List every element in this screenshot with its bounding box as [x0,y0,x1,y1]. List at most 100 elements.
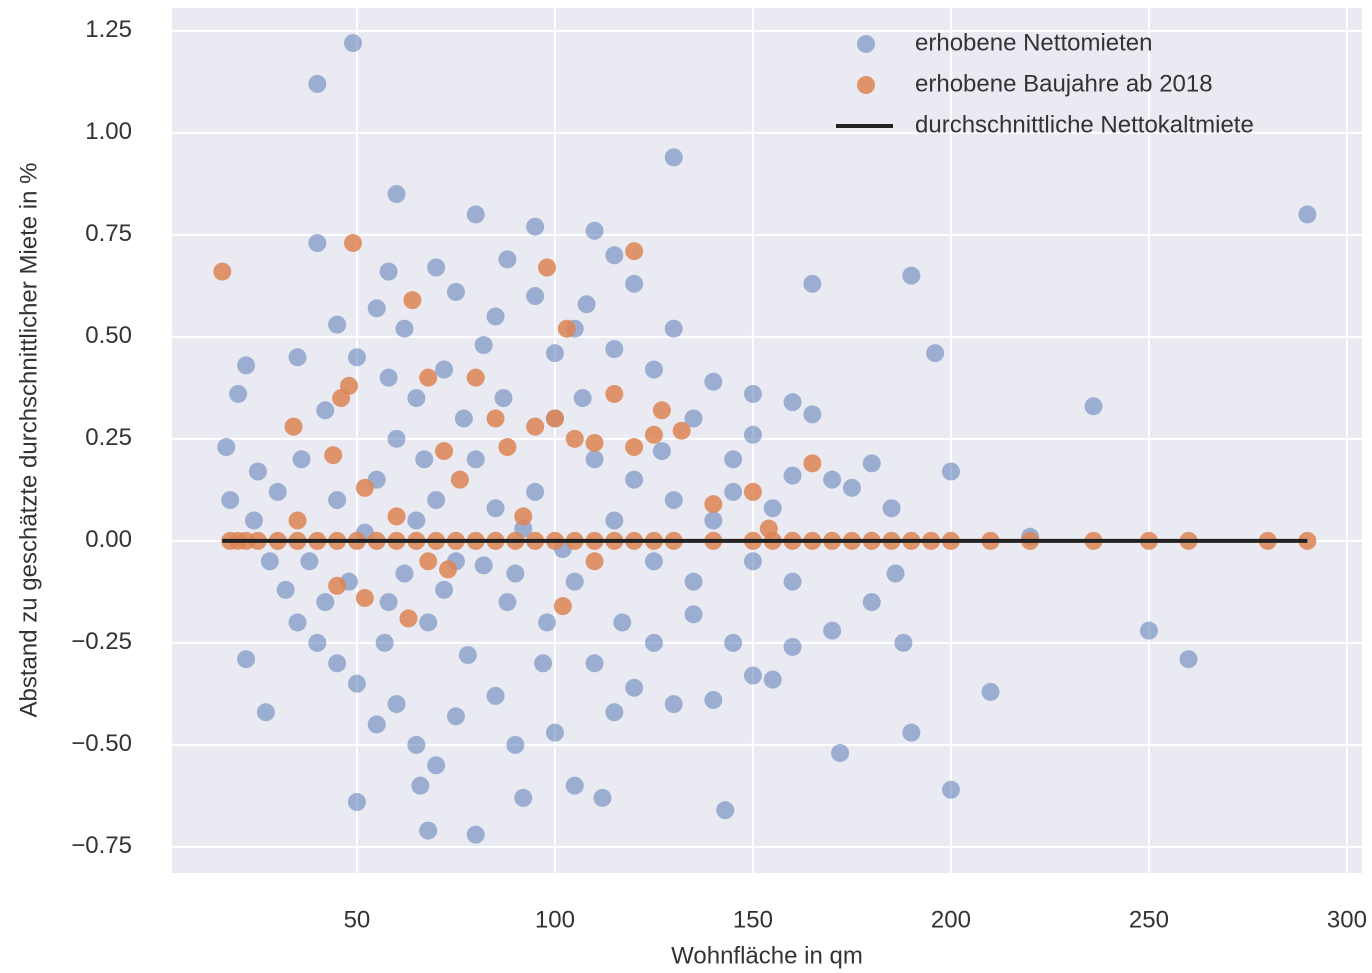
y-tick-label: 1.25 [85,16,132,43]
point [664,491,683,510]
point [419,821,438,840]
legend-label: durchschnittliche Nettokaltmiete [915,111,1254,138]
point [256,703,275,722]
point [316,401,335,420]
point [450,470,469,489]
point [387,429,406,448]
point [439,560,458,579]
y-tick-label: 0.25 [85,424,132,451]
point [625,470,644,489]
point [213,262,232,281]
point [724,450,743,469]
point [526,482,545,501]
point [557,319,576,338]
point [565,572,584,591]
y-axis-label: Abstand zu geschätzte durchschnittlicher… [15,163,42,718]
point [1084,397,1103,416]
point [458,646,477,665]
point [783,637,802,656]
legend-swatch [857,35,875,53]
point [763,499,782,518]
point [613,613,632,632]
point [486,307,505,326]
point [534,654,553,673]
point [343,34,362,53]
point [625,678,644,697]
point [435,580,454,599]
point [248,462,267,481]
x-tick-label: 250 [1129,906,1169,933]
point [577,295,596,314]
point [553,597,572,616]
point [411,776,430,795]
point [902,266,921,285]
point [526,287,545,306]
point [743,552,762,571]
point [585,221,604,240]
point [308,633,327,652]
point [565,429,584,448]
point [367,299,386,318]
point [379,368,398,387]
point [419,552,438,571]
point [221,491,240,510]
point [387,507,406,526]
point [403,291,422,310]
point [1298,205,1317,224]
point [759,519,778,538]
point [288,348,307,367]
point [545,409,564,428]
point [347,674,366,693]
point [260,552,279,571]
point [783,393,802,412]
point [407,735,426,754]
point [585,433,604,452]
x-tick-label: 50 [344,906,371,933]
point [803,454,822,473]
point [981,682,1000,701]
point [332,389,351,408]
point [862,593,881,612]
point [308,234,327,253]
y-tick-label: 0.00 [85,526,132,553]
point [435,360,454,379]
point [446,282,465,301]
point [605,246,624,265]
point [672,421,691,440]
point [526,217,545,236]
point [387,695,406,714]
point [886,564,905,583]
point [644,360,663,379]
point [526,417,545,436]
point [514,507,533,526]
point [704,511,723,530]
y-tick-label: −0.50 [71,730,132,757]
point [743,425,762,444]
point [625,438,644,457]
legend-swatch [857,76,875,94]
point [803,274,822,293]
y-tick-label: 0.50 [85,322,132,349]
point [415,450,434,469]
point [724,482,743,501]
point [498,250,517,269]
point [831,744,850,763]
point [684,409,703,428]
point [664,695,683,714]
point [446,707,465,726]
point [367,715,386,734]
point [664,319,683,338]
point [684,605,703,624]
point [803,405,822,424]
point [454,409,473,428]
point [288,511,307,530]
point [1179,650,1198,669]
point [506,735,525,754]
point [328,576,347,595]
point [941,780,960,799]
point [347,348,366,367]
point [474,336,493,355]
point [435,442,454,461]
point [395,564,414,583]
